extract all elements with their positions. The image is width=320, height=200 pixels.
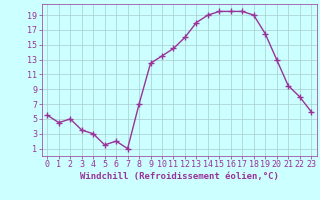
X-axis label: Windchill (Refroidissement éolien,°C): Windchill (Refroidissement éolien,°C) [80,172,279,181]
